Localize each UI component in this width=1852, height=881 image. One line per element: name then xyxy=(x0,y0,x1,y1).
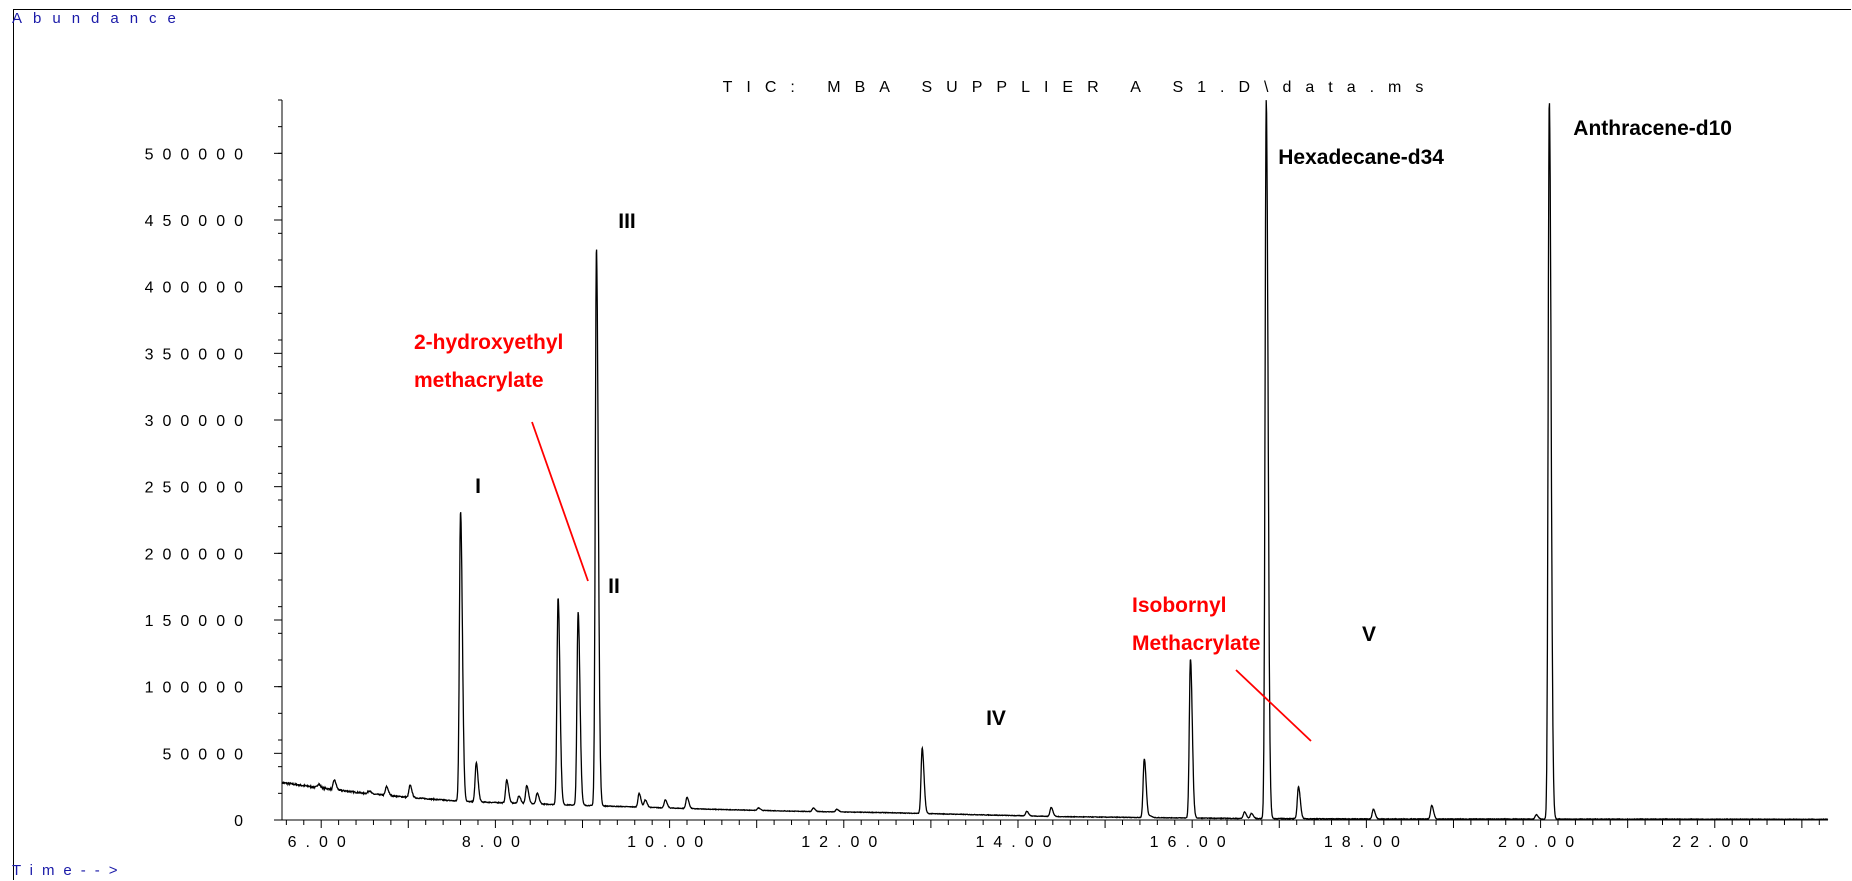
peak-label: II xyxy=(608,575,620,598)
x-tick-label: 10.00 xyxy=(627,834,712,851)
x-tick-label: 12.00 xyxy=(801,834,886,851)
tic-trace xyxy=(281,100,1829,821)
y-tick-label: 300000 xyxy=(145,413,252,430)
x-tick-label: 18.00 xyxy=(1324,834,1409,851)
peak-label: I xyxy=(475,475,481,498)
peak-label: V xyxy=(1362,623,1376,646)
peak-label: III xyxy=(618,210,636,233)
y-tick-label: 50000 xyxy=(163,746,253,763)
y-tick-label: 500000 xyxy=(145,146,252,163)
axes xyxy=(281,100,1828,821)
compound-label-hexadecane-d34: Hexadecane-d34 xyxy=(1278,146,1444,169)
hema-leader-line xyxy=(531,421,589,582)
chart-title: TIC: MBA SUPPLIER A S1.D\data.ms xyxy=(723,79,1438,96)
annotation-leaders xyxy=(531,421,1312,742)
peak-labels: IIIIIIIVVHexadecane-d34Anthracene-d102-h… xyxy=(414,117,1732,730)
x-tick-label: 14.00 xyxy=(975,834,1060,851)
y-tick-label: 200000 xyxy=(145,546,252,563)
y-axis-label: Abundance xyxy=(12,10,187,27)
x-tick-label: 22.00 xyxy=(1672,834,1757,851)
peak-label: IV xyxy=(986,707,1006,730)
ticks: 0 50000 100000 150000 200000 250000 300000 3500… xyxy=(145,99,1820,851)
x-tick-label: 16.00 xyxy=(1150,834,1235,851)
x-tick-label: 8.00 xyxy=(462,834,529,851)
y-tick-label: 150000 xyxy=(145,613,252,630)
y-tick-label: 0 xyxy=(234,813,252,830)
x-tick-label: 6.00 xyxy=(288,834,355,851)
y-tick-label: 250000 xyxy=(145,480,252,497)
ibma-leader-line xyxy=(1235,669,1312,742)
y-tick-label: 400000 xyxy=(145,280,252,297)
compound-label-isobornyl-methacrylate: Isobornyl Methacrylate xyxy=(1132,594,1260,655)
x-axis-label: Time--> xyxy=(12,862,127,879)
y-tick-label: 100000 xyxy=(145,680,252,697)
compound-label-hema: 2-hydroxyethyl methacrylate xyxy=(414,331,563,392)
y-tick-label: 350000 xyxy=(145,346,252,363)
x-tick-label: 20.00 xyxy=(1498,834,1583,851)
chart-frame xyxy=(13,9,1851,880)
compound-label-anthracene-d10: Anthracene-d10 xyxy=(1573,117,1732,140)
y-tick-label: 450000 xyxy=(145,213,252,230)
